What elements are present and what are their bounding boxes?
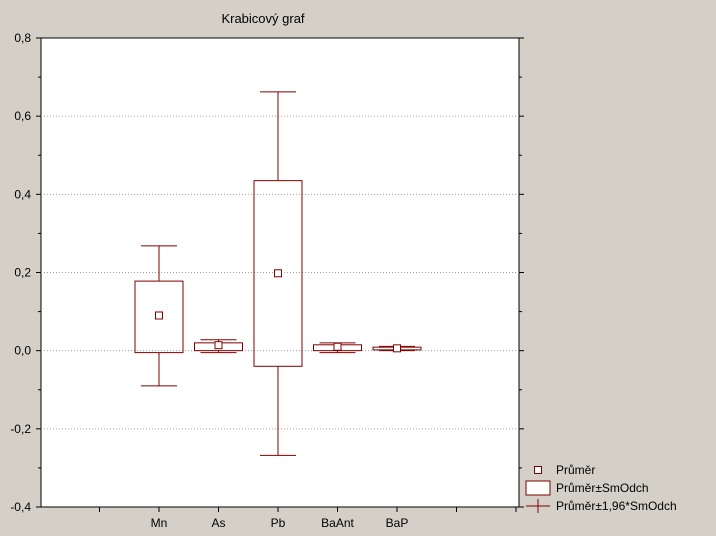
chart-title: Krabicový graf (221, 11, 304, 26)
y-tick-label: -0,4 (10, 500, 31, 514)
box-baant (313, 342, 362, 354)
legend-item-square: Průměr (534, 463, 595, 477)
x-tick-label: BaP (386, 516, 409, 530)
mean-marker (393, 344, 401, 353)
mean-marker (333, 342, 342, 351)
legend-mean-symbol (534, 466, 542, 474)
mean-marker (155, 311, 163, 320)
y-tick-label: 0,8 (14, 31, 31, 45)
mean-marker (214, 341, 223, 350)
legend-box-symbol (525, 480, 551, 496)
box-pb (253, 91, 303, 456)
box-bap (372, 344, 422, 353)
box-rect (253, 180, 303, 367)
box-as (194, 339, 243, 354)
legend-label: Průměr±1,96*SmOdch (556, 499, 677, 513)
x-tick-label: As (211, 516, 225, 530)
x-tick-label: Mn (151, 516, 168, 530)
legend-label: Průměr±SmOdch (556, 481, 649, 495)
y-axis: -0,4 -0,2 0,0 0,2 0,4 0,6 0,8 (10, 31, 524, 514)
y-tick-label: 0,6 (14, 109, 31, 123)
y-tick-label: -0,2 (10, 422, 31, 436)
box-series (134, 91, 422, 456)
legend-item-whisker: Průměr±1,96*SmOdch (526, 499, 677, 513)
box-rect (134, 280, 184, 354)
y-tick-label: 0,2 (14, 266, 31, 280)
x-tick-label: BaAnt (321, 516, 354, 530)
legend-label: Průměr (556, 463, 595, 477)
legend-item-box: Průměr±SmOdch (525, 480, 649, 496)
x-axis: Mn As Pb BaAnt BaP (99, 507, 517, 530)
x-tick-label: Pb (271, 516, 286, 530)
box-mn (134, 245, 184, 387)
legend: Průměr Průměr±SmOdch Průměr±1,96*SmOdch (525, 463, 677, 513)
y-tick-label: 0,0 (14, 344, 31, 358)
mean-marker (274, 269, 282, 278)
y-tick-label: 0,4 (14, 187, 31, 201)
